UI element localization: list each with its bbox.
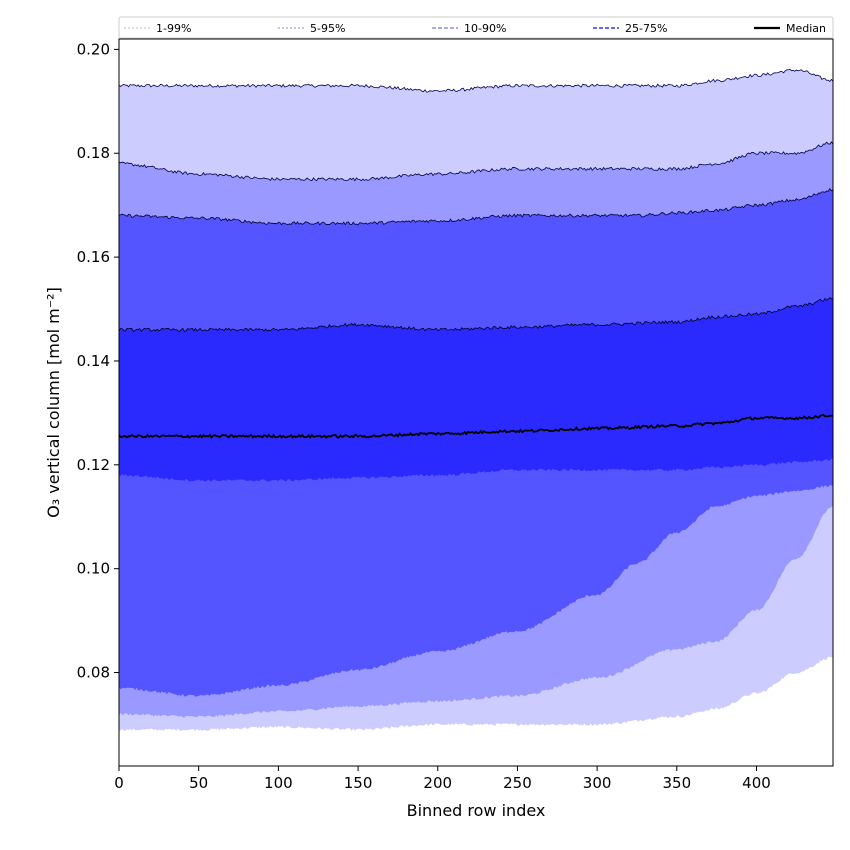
legend-label: 25-75% bbox=[625, 22, 667, 35]
x-tick-label: 400 bbox=[742, 774, 771, 792]
y-tick-label: 0.10 bbox=[77, 560, 110, 578]
y-tick-label: 0.08 bbox=[77, 664, 110, 682]
x-tick-label: 200 bbox=[423, 774, 452, 792]
legend-label: 5-95% bbox=[310, 22, 345, 35]
axes-frame bbox=[118, 38, 834, 767]
y-tick-label: 0.16 bbox=[77, 248, 110, 266]
legend-label: 1-99% bbox=[156, 22, 191, 35]
legend-label: Median bbox=[786, 22, 826, 35]
band-upper-edge-25-75% bbox=[119, 297, 833, 332]
x-tick-label: 350 bbox=[662, 774, 691, 792]
x-tick-label: 150 bbox=[344, 774, 373, 792]
x-tick-label: 250 bbox=[503, 774, 532, 792]
y-axis-label: O₃ vertical column [mol m⁻²] bbox=[44, 287, 63, 518]
legend: 1-99% 5-95% 10-90% 25-75% Median bbox=[118, 16, 834, 39]
legend-label: 10-90% bbox=[464, 22, 506, 35]
x-axis-label: Binned row index bbox=[407, 801, 546, 820]
y-tick-label: 0.12 bbox=[77, 456, 110, 474]
legend-box bbox=[118, 16, 834, 39]
series-median bbox=[119, 413, 833, 439]
y-tick-label: 0.14 bbox=[77, 352, 110, 370]
y-tick-label: 0.18 bbox=[77, 144, 110, 162]
y-tick-label: 0.20 bbox=[77, 40, 110, 58]
x-tick-label: 100 bbox=[264, 774, 293, 792]
x-tick-label: 300 bbox=[583, 774, 612, 792]
plot-area bbox=[119, 68, 833, 731]
x-tick-label: 50 bbox=[189, 774, 208, 792]
band-upper-edge-1-99% bbox=[119, 68, 833, 93]
x-tick-label: 0 bbox=[114, 774, 124, 792]
band-upper-edge-5-95% bbox=[119, 141, 833, 182]
band-upper-edge-10-90% bbox=[119, 187, 833, 226]
